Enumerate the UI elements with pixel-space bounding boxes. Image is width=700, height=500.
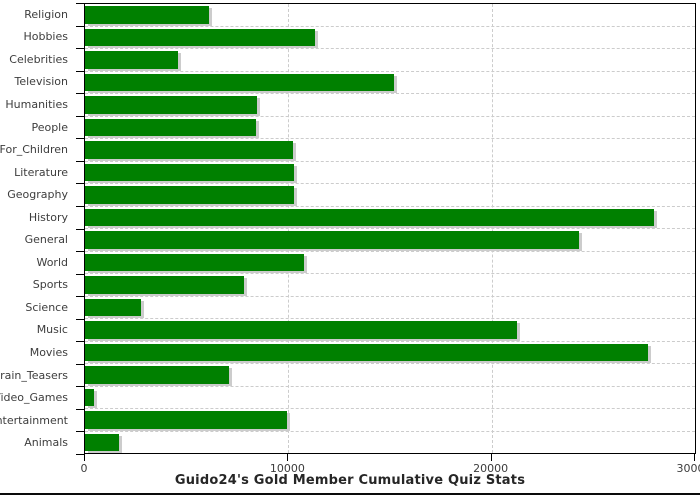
bar-television <box>85 73 395 91</box>
bar-for_children <box>85 141 294 159</box>
bar-music <box>85 321 518 339</box>
bars-layer <box>85 4 695 453</box>
bar-celebrities <box>85 51 178 69</box>
bar-brain_teasers <box>85 366 230 384</box>
bar-row <box>85 432 695 454</box>
bar-row <box>85 229 695 252</box>
x-tick <box>490 454 492 461</box>
y-tick <box>76 408 84 410</box>
bar-row <box>85 409 695 432</box>
bar-entertainment <box>85 411 288 429</box>
x-tick-label: 0 <box>80 462 88 475</box>
y-tick <box>76 228 84 230</box>
y-tick <box>76 3 84 4</box>
x-tick-label: 30000 <box>676 462 700 475</box>
category-label: Science <box>25 300 68 314</box>
bar-movies <box>85 343 649 361</box>
bar-animals <box>85 433 119 451</box>
bar-science <box>85 298 141 316</box>
bar-row <box>85 319 695 342</box>
y-tick <box>76 386 84 388</box>
bar-general <box>85 231 580 249</box>
x-tick <box>694 454 695 461</box>
y-tick <box>76 160 84 162</box>
category-label: Hobbies <box>23 30 68 44</box>
category-label: Brain_Teasers <box>0 368 68 382</box>
y-tick <box>76 25 84 27</box>
bar-world <box>85 253 304 271</box>
category-label: Celebrities <box>9 52 68 66</box>
y-axis-labels: Religion Hobbies Celebrities Television Huma… <box>0 3 76 454</box>
category-label: Geography <box>7 188 68 202</box>
y-tick <box>76 341 84 343</box>
bar-religion <box>85 6 210 24</box>
category-label: Animals <box>24 436 68 450</box>
bar-row <box>85 117 695 139</box>
y-tick <box>76 431 84 433</box>
y-tick <box>76 183 84 185</box>
bar-row <box>85 184 695 207</box>
y-tick <box>76 454 84 455</box>
chart-title: Guido24's Gold Member Cumulative Quiz St… <box>174 473 526 488</box>
bar-humanities <box>85 96 257 114</box>
category-label: Entertainment <box>0 413 68 427</box>
bar-row <box>85 364 695 387</box>
y-tick <box>76 205 84 207</box>
bar-video_games <box>85 388 95 406</box>
bar-row <box>85 162 695 184</box>
category-label: Television <box>14 75 69 89</box>
y-tick <box>76 273 84 275</box>
bar-geography <box>85 186 295 204</box>
category-label: General <box>24 233 68 247</box>
bar-literature <box>85 163 295 181</box>
bar-row <box>85 72 695 94</box>
bar-history <box>85 208 655 226</box>
y-tick <box>76 251 84 253</box>
category-label: Sports <box>32 278 68 292</box>
x-tick <box>287 454 289 461</box>
x-tick <box>84 454 85 461</box>
y-tick <box>76 363 84 365</box>
bar-row <box>85 49 695 72</box>
y-tick <box>76 115 84 117</box>
bar-row <box>85 94 695 117</box>
plot-area <box>84 3 696 454</box>
y-tick <box>76 138 84 140</box>
bar-hobbies <box>85 28 315 46</box>
category-label: Humanities <box>5 97 68 111</box>
category-label: Video_Games <box>0 391 68 405</box>
category-label: For_Children <box>0 143 68 157</box>
bar-row <box>85 297 695 319</box>
category-label: History <box>28 210 68 224</box>
y-tick <box>76 93 84 95</box>
y-tick <box>76 48 84 50</box>
category-label: Movies <box>29 345 68 359</box>
category-label: Literature <box>14 165 68 179</box>
bar-row <box>85 342 695 364</box>
bar-sports <box>85 276 244 294</box>
y-tick <box>76 70 84 72</box>
bar-people <box>85 118 256 136</box>
y-tick <box>76 318 84 320</box>
y-tick <box>76 296 84 298</box>
bar-row <box>85 252 695 274</box>
category-label: Religion <box>24 7 68 21</box>
category-label: World <box>36 255 68 269</box>
bar-row <box>85 4 695 27</box>
bottom-divider <box>0 493 700 495</box>
category-label: Music <box>36 323 68 337</box>
bar-row <box>85 274 695 297</box>
bar-row <box>85 207 695 229</box>
bar-row <box>85 387 695 409</box>
bar-row <box>85 27 695 49</box>
x-tick-label: 10000 <box>269 462 305 475</box>
category-label: People <box>31 120 68 134</box>
x-tick-label: 20000 <box>473 462 509 475</box>
bar-row <box>85 139 695 162</box>
